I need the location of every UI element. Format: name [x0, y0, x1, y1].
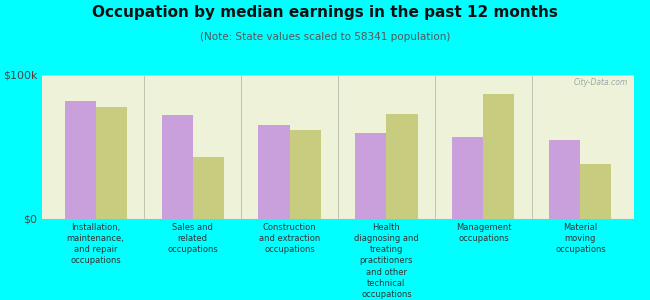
Bar — [192, 157, 224, 219]
Bar — [549, 140, 580, 219]
Bar — [259, 125, 289, 219]
Bar — [96, 107, 127, 219]
Bar — [356, 133, 387, 219]
Bar — [452, 137, 484, 219]
Bar — [484, 94, 515, 219]
Text: City-Data.com: City-Data.com — [573, 78, 628, 87]
Bar — [161, 115, 192, 219]
Text: Occupation by median earnings in the past 12 months: Occupation by median earnings in the pas… — [92, 4, 558, 20]
Bar — [289, 130, 320, 219]
Bar — [387, 114, 417, 219]
Bar — [580, 164, 612, 219]
Bar — [64, 101, 96, 219]
Text: (Note: State values scaled to 58341 population): (Note: State values scaled to 58341 popu… — [200, 32, 450, 41]
